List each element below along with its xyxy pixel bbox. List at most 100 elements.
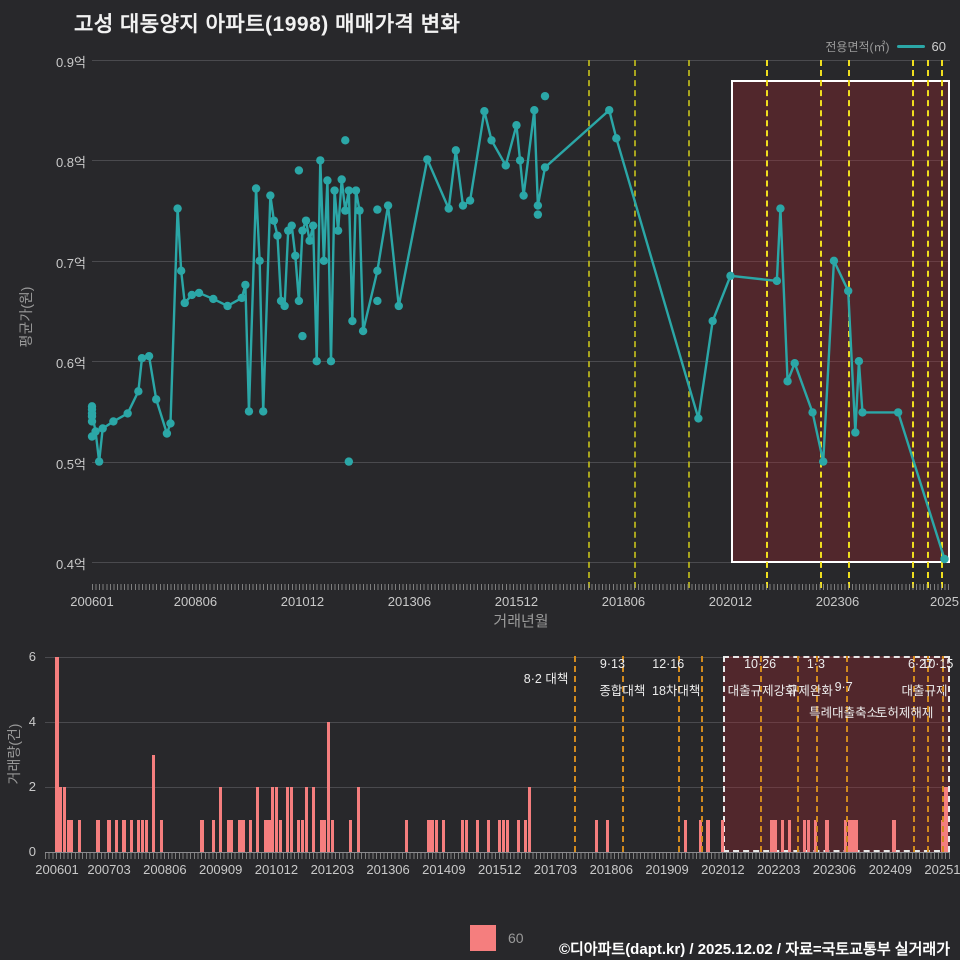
copyright-source-text: ©디아파트(dapt.kr) / 2025.12.02 / 자료=국토교통부 실…	[558, 941, 950, 958]
price-point	[854, 357, 864, 366]
policy-event-date-label: 10·15	[921, 657, 954, 671]
policy-event-line	[700, 656, 703, 852]
volume-bar	[256, 787, 260, 852]
policy-event-date-label: 12·16	[652, 657, 685, 671]
volume-bar	[605, 819, 610, 852]
volume-bar	[501, 819, 505, 852]
price-point	[341, 136, 350, 145]
price-x-tick-label: 201806	[601, 594, 646, 609]
policy-event-date-label: 9·13	[599, 657, 625, 671]
price-y-tick-label: 0.6억	[55, 356, 86, 372]
price-point	[187, 290, 197, 300]
price-point	[280, 301, 289, 311]
price-point	[829, 256, 839, 265]
price-point	[176, 266, 186, 276]
volume-x-tick-label: 201012	[254, 862, 299, 877]
policy-event-name-label: 종합대책	[599, 684, 646, 698]
policy-event-date-label: 9·7	[834, 680, 853, 694]
volume-bar	[475, 819, 479, 852]
volume-y-tick-label: 0	[28, 844, 36, 859]
price-x-tick-label: 201512	[494, 594, 539, 609]
price-x-tick-label: 2025	[930, 594, 959, 609]
page-title: 고성 대동양지 아파트(1998) 매매가격 변화	[74, 13, 461, 36]
price-point	[294, 166, 304, 175]
volume-bar	[349, 819, 353, 852]
price-point	[123, 409, 132, 418]
price-x-minor-ticks	[92, 584, 950, 590]
volume-bar	[304, 787, 308, 852]
price-y-tick-label: 0.8억	[55, 155, 86, 171]
volume-x-tick-label: 200909	[198, 862, 243, 877]
bottom-legend[interactable]: 60	[470, 925, 524, 951]
policy-event-line	[845, 656, 848, 852]
volume-bar	[806, 819, 811, 852]
price-point	[298, 226, 307, 235]
price-point	[294, 296, 304, 306]
volume-x-tick-label: 201512	[477, 862, 522, 877]
price-point	[287, 221, 296, 230]
policy-event-line	[926, 60, 929, 588]
volume-x-tick-label: 201409	[422, 862, 466, 877]
policy-event-line	[587, 60, 590, 588]
volume-bar	[267, 819, 271, 852]
volume-bar	[114, 819, 119, 852]
policy-event-line	[912, 60, 915, 588]
volume-bar	[122, 819, 126, 852]
volume-bar	[137, 819, 141, 852]
volume-bar	[319, 819, 323, 852]
volume-bar	[152, 754, 156, 852]
volume-bar	[59, 787, 63, 852]
price-point	[87, 405, 97, 414]
price-y-axis-title: 평균가(원)	[18, 286, 34, 348]
policy-event-line	[766, 60, 769, 588]
volume-bar	[825, 819, 829, 852]
price-point	[337, 175, 346, 184]
volume-y-tick-label: 2	[28, 779, 36, 794]
volume-bar	[498, 819, 502, 852]
price-x-tick-label: 201012	[280, 594, 325, 609]
volume-bar	[486, 819, 491, 852]
price-point	[259, 407, 268, 416]
price-point	[612, 134, 621, 143]
price-point	[540, 163, 550, 172]
volume-bar	[769, 819, 773, 852]
price-point	[344, 457, 354, 466]
price-x-tick-label: 200601	[70, 594, 114, 609]
price-x-axis-title: 거래년월	[493, 613, 549, 630]
price-point	[844, 286, 853, 296]
volume-bar	[70, 819, 74, 852]
top-legend[interactable]: 전용면적(㎡) 60	[825, 38, 946, 55]
price-gridline	[92, 60, 950, 61]
price-gridline	[92, 461, 950, 463]
volume-gridline	[45, 787, 950, 788]
price-point	[515, 156, 525, 165]
price-point	[940, 554, 949, 564]
price-point	[308, 221, 318, 230]
price-point	[255, 256, 264, 265]
policy-event-name-label: 18차대책	[652, 684, 701, 698]
volume-bar	[200, 819, 204, 852]
policy-event-line	[574, 656, 577, 852]
price-line-series[interactable]	[87, 60, 950, 565]
policy-event-line	[819, 60, 822, 588]
bar-series-swatch-icon	[470, 925, 496, 951]
volume-bar	[77, 819, 81, 852]
price-point	[244, 407, 254, 416]
price-point	[694, 414, 703, 423]
price-point	[316, 156, 325, 165]
volume-x-tick-label: 200601	[35, 862, 79, 877]
price-point	[726, 271, 735, 281]
price-point	[772, 276, 782, 286]
volume-bar	[773, 819, 777, 852]
price-line	[90, 109, 946, 560]
volume-x-tick-label: 202306	[812, 862, 857, 877]
bottom-legend-value: 60	[508, 930, 524, 946]
price-y-tick-label: 0.5억	[55, 456, 86, 472]
volume-bar	[248, 819, 253, 852]
price-point	[237, 293, 247, 303]
volume-bar	[237, 819, 241, 852]
policy-event-line	[634, 60, 637, 588]
price-point	[394, 301, 403, 311]
volume-bar	[211, 819, 215, 852]
volume-bar	[356, 787, 360, 852]
